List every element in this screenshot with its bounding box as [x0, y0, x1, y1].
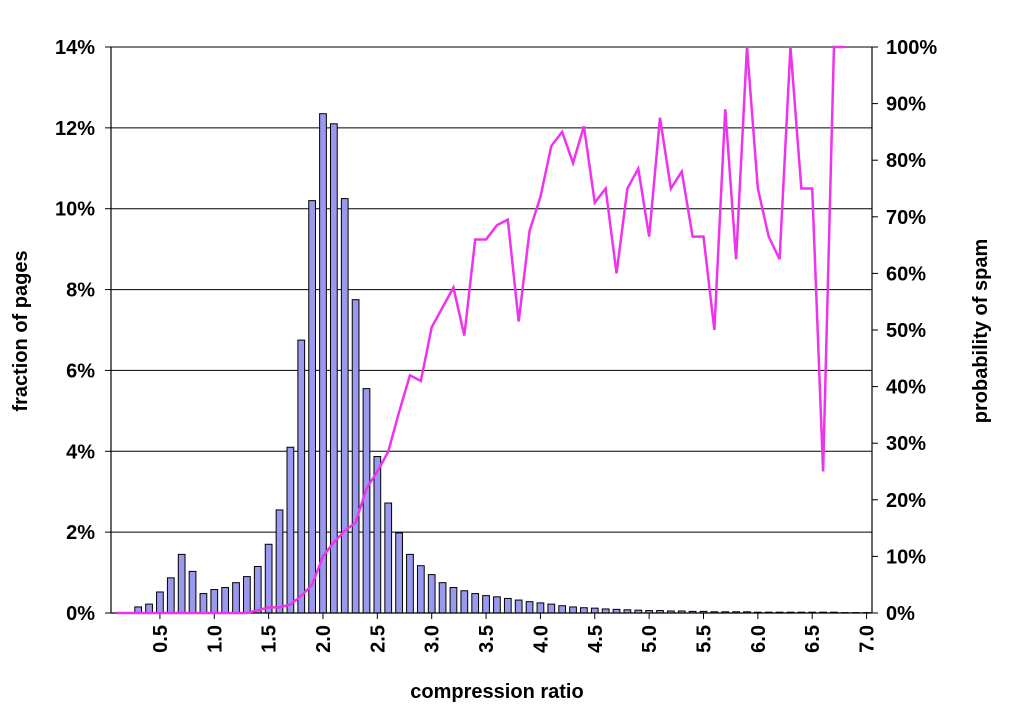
bar	[362, 388, 371, 614]
x-tick-label: 1.0	[204, 625, 226, 653]
x-tick-label: 6.0	[748, 625, 770, 653]
bar	[210, 589, 219, 614]
bar	[264, 543, 273, 614]
bar	[460, 590, 469, 614]
bar	[253, 566, 262, 614]
bar	[482, 595, 490, 614]
bar	[590, 607, 599, 614]
right-tick-label: 40%	[886, 377, 926, 399]
left-tick-label: 8%	[66, 280, 95, 302]
bar	[471, 593, 480, 614]
left-axis-ticks: 0% 2% 4% 6% 8% 10% 12% 14%	[55, 37, 95, 625]
bar	[221, 587, 230, 614]
bar	[373, 456, 382, 614]
left-tick-label: 2%	[66, 522, 95, 544]
bar	[406, 553, 414, 614]
bar	[536, 602, 545, 614]
bar	[384, 502, 393, 614]
bar	[503, 597, 512, 614]
bar	[601, 608, 610, 614]
bar	[580, 607, 588, 614]
right-axis-ticks: 0% 10% 20% 30% 40% 50% 60% 70% 80% 90% 100%	[886, 37, 937, 625]
bar	[525, 601, 534, 614]
x-tick-label: 0.5	[150, 625, 172, 653]
left-axis-title: fraction of pages	[10, 250, 32, 411]
x-tick-label: 5.0	[639, 625, 661, 653]
x-tick-label: 3.5	[476, 625, 498, 653]
bar	[177, 553, 186, 614]
right-tick-label: 10%	[886, 546, 926, 568]
left-tick-label: 6%	[66, 360, 95, 382]
x-axis-title: compression ratio	[410, 681, 583, 703]
gridlines	[111, 46, 872, 533]
line-series	[116, 45, 845, 615]
x-tick-label: 2.5	[367, 625, 389, 653]
right-axis-title: probability of spam	[970, 239, 992, 423]
right-tick-label: 20%	[886, 490, 926, 512]
x-tick-label: 4.0	[530, 625, 552, 653]
right-tick-label: 90%	[886, 94, 926, 116]
left-tick-label: 4%	[66, 441, 95, 463]
right-tick-label: 100%	[886, 37, 937, 59]
left-tick-label: 14%	[55, 37, 95, 59]
bar	[493, 596, 501, 614]
bar-series	[134, 113, 871, 614]
bar	[449, 587, 458, 614]
x-tick-label: 1.5	[259, 625, 281, 653]
x-axis-ticks: 0.5 1.0 1.5 2.0 2.5 3.0 3.5 4.0 4.5 5.0 5.5 6.0 6.5 7…	[150, 625, 879, 653]
x-tick-label: 4.5	[585, 625, 607, 653]
axes	[105, 46, 878, 619]
bar	[395, 532, 403, 614]
bar	[166, 577, 175, 614]
bar	[547, 603, 556, 614]
bar	[275, 509, 284, 614]
bar	[286, 446, 295, 614]
bar	[416, 565, 425, 614]
right-tick-label: 30%	[886, 433, 926, 455]
x-tick-label: 7.0	[857, 625, 879, 653]
left-tick-label: 10%	[55, 199, 95, 221]
bar	[156, 591, 164, 614]
x-tick-label: 6.5	[802, 625, 824, 653]
bar	[145, 603, 153, 614]
bar	[308, 200, 316, 614]
spam-probability-line	[116, 45, 845, 615]
bar	[438, 582, 447, 614]
right-tick-label: 70%	[886, 207, 926, 229]
bar	[297, 339, 306, 614]
bar	[340, 198, 349, 614]
bar	[569, 606, 577, 614]
x-tick-label: 5.5	[693, 625, 715, 653]
right-tick-label: 50%	[886, 320, 926, 342]
bar	[427, 574, 436, 614]
right-tick-label: 60%	[886, 263, 926, 285]
bar	[514, 599, 523, 614]
left-tick-label: 12%	[55, 118, 95, 140]
left-tick-label: 0%	[66, 603, 95, 625]
x-tick-label: 3.0	[422, 625, 444, 653]
x-tick-label: 2.0	[313, 625, 335, 653]
bar	[351, 299, 360, 614]
bar	[558, 605, 567, 614]
bar	[232, 582, 240, 614]
right-tick-label: 80%	[886, 150, 926, 172]
bar	[319, 113, 327, 614]
right-tick-label: 0%	[886, 603, 915, 625]
bar	[188, 570, 197, 614]
bar	[199, 593, 208, 614]
bar	[243, 576, 251, 614]
